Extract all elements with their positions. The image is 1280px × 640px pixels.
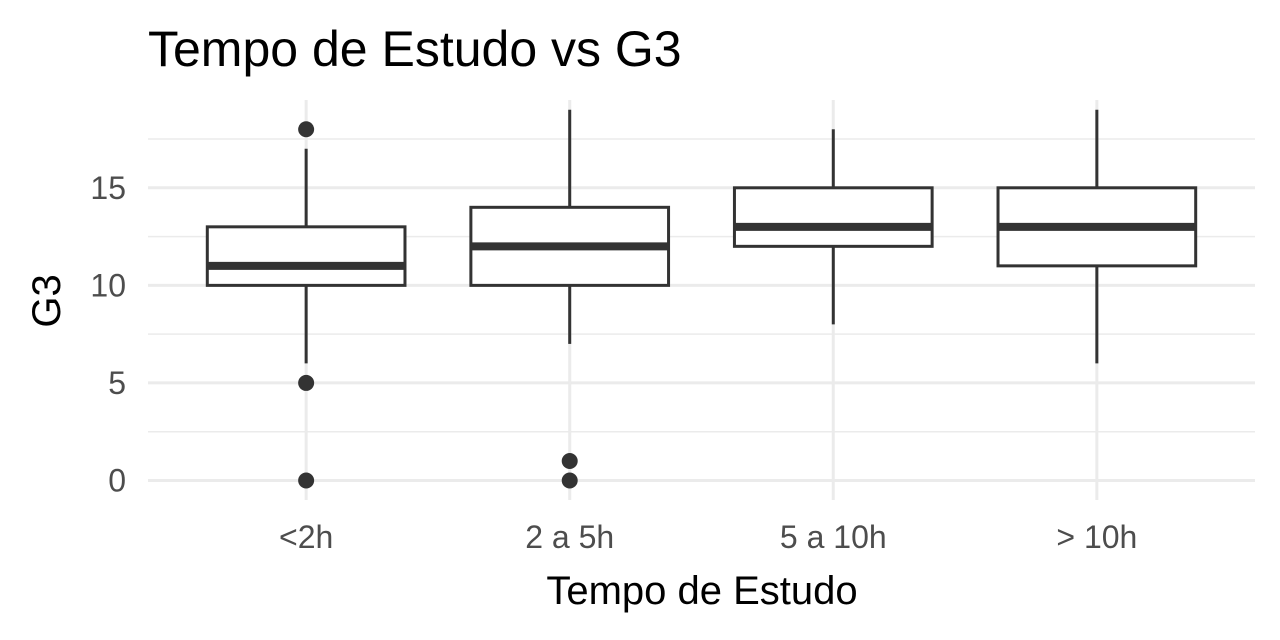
boxes (205, 109, 1198, 489)
grid (148, 100, 1255, 500)
x-tick-label: 2 a 5h (525, 519, 614, 555)
box-group (996, 109, 1198, 364)
x-axis-title: Tempo de Estudo (546, 569, 857, 613)
y-axis-title: G3 (25, 274, 69, 327)
outlier-point (298, 374, 315, 391)
box-group (732, 129, 934, 325)
outlier-point (561, 472, 578, 489)
x-tick-label: <2h (279, 519, 333, 555)
x-tick-label: > 10h (1056, 519, 1137, 555)
box-group (469, 109, 671, 489)
outlier-point (298, 121, 315, 138)
y-tick-label: 0 (108, 462, 126, 498)
outlier-point (298, 472, 315, 489)
y-tick-label: 5 (108, 365, 126, 401)
y-axis-ticks: 0 5 10 15 (90, 170, 126, 499)
x-tick-label: 5 a 10h (780, 519, 887, 555)
outlier-point (561, 452, 578, 469)
iqr-box (205, 225, 407, 287)
y-tick-label: 10 (90, 267, 126, 303)
iqr-box (732, 186, 934, 248)
box-group (205, 121, 407, 489)
y-tick-label: 15 (90, 170, 126, 206)
x-axis-ticks: <2h 2 a 5h 5 a 10h > 10h (279, 519, 1137, 555)
chart-title: Tempo de Estudo vs G3 (148, 21, 682, 77)
